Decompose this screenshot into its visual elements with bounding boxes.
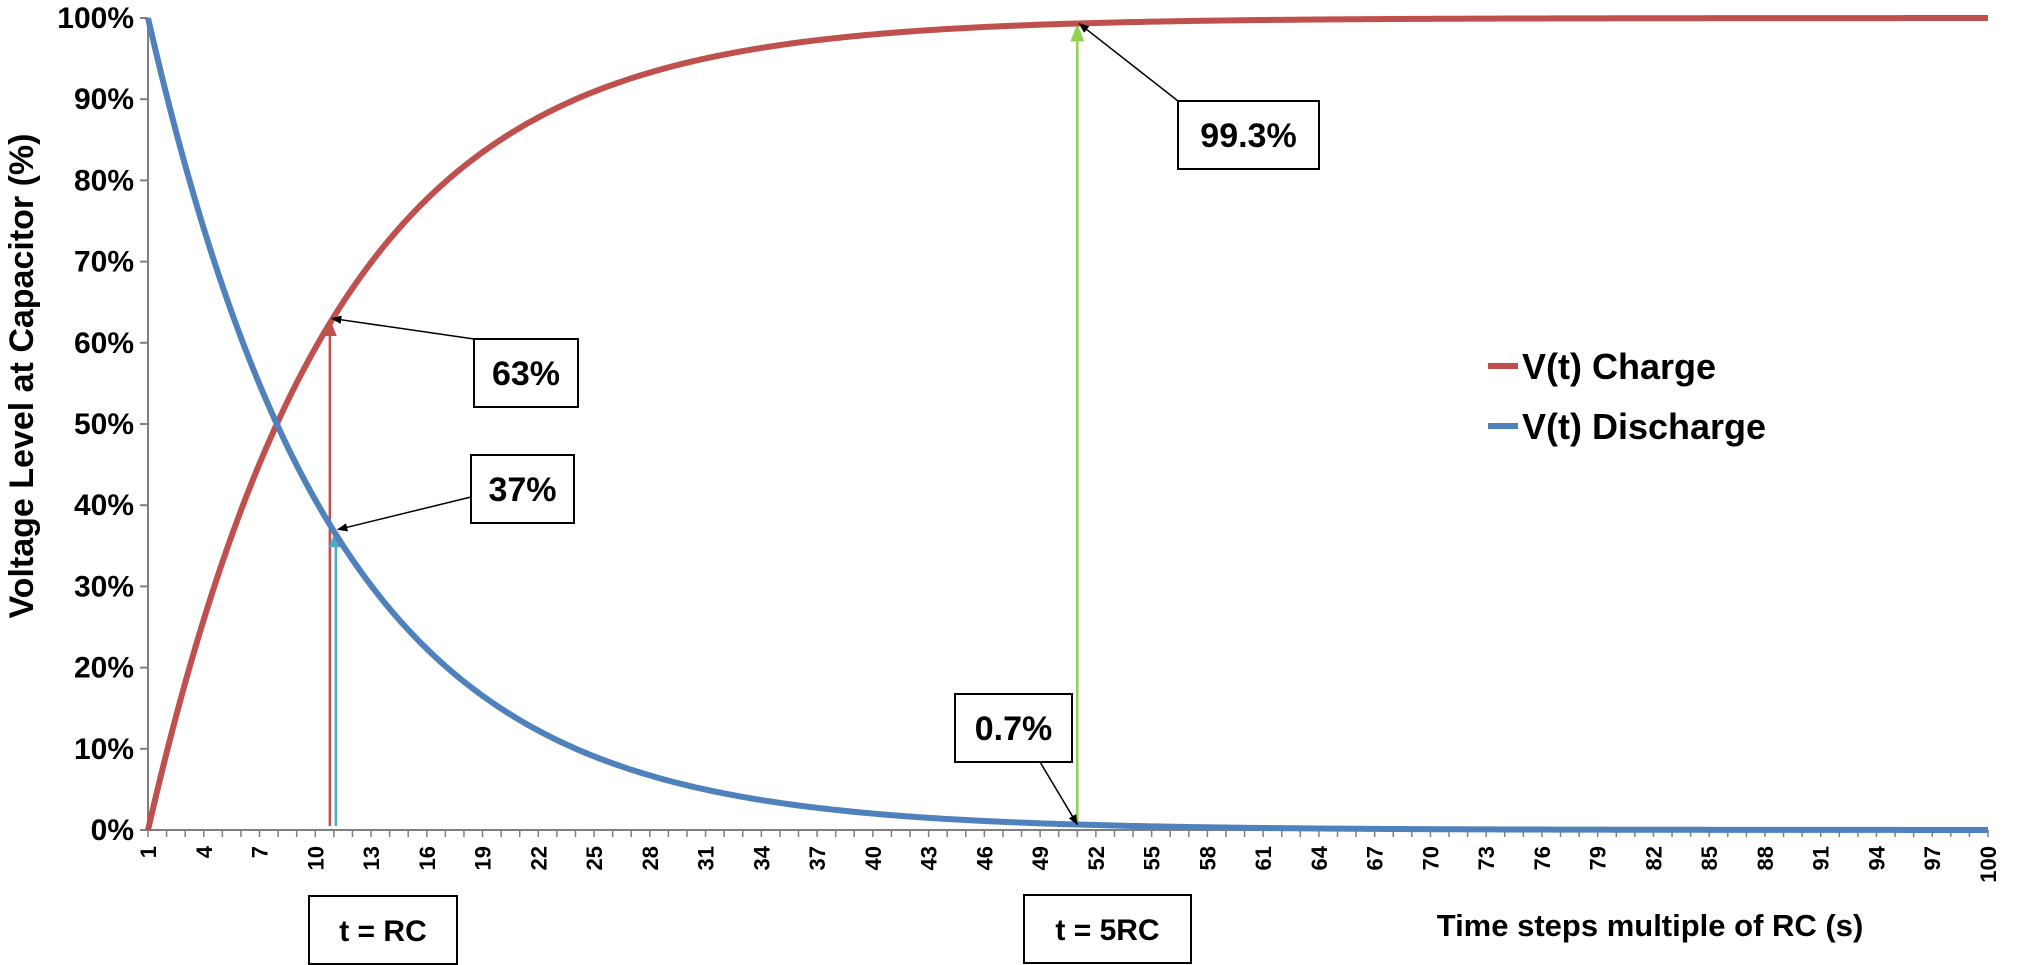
x-tick-label: 49 (1028, 846, 1053, 870)
legend: V(t) Charge V(t) Discharge (1488, 346, 1766, 447)
y-axis-title: Voltage Level at Capacitor (%) (3, 134, 41, 619)
x-tick-label: 55 (1140, 846, 1165, 870)
x-tick-label: 70 (1418, 846, 1443, 870)
callout-leader (336, 496, 472, 532)
time-box-label: t = 5RC (1055, 914, 1159, 947)
x-axis-ticks: 1 4 7 10 13 16 19 22 25 28 31 34 37 40 43 46 49 52 55 58 61 6… (136, 830, 2001, 883)
series-line-discharge (145, 17, 1988, 833)
y-tick-label: 0% (91, 814, 134, 847)
x-tick-label: 28 (638, 846, 663, 870)
x-tick-label: 22 (526, 846, 551, 870)
time-constant-boxes: t = RC t = 5RC (308, 894, 1192, 965)
y-tick-label: 70% (74, 246, 134, 279)
callout-37-percent: 37% (336, 454, 575, 532)
annotation-arrows (322, 23, 1085, 826)
callout-label: 63% (492, 355, 560, 393)
callout-box (470, 454, 575, 524)
x-tick-label: 94 (1864, 845, 1889, 870)
x-tick-label: 40 (861, 846, 886, 870)
x-tick-label: 37 (805, 846, 830, 870)
callout-63-percent: 63% (330, 315, 579, 408)
box-t-5rc: t = 5RC (1023, 894, 1192, 964)
x-tick-label: 1 (136, 846, 161, 858)
x-tick-label: 25 (582, 846, 607, 870)
x-tick-label: 79 (1586, 846, 1611, 870)
callout-99-3-percent: 99.3% (1078, 23, 1320, 170)
x-tick-label: 31 (694, 846, 719, 870)
legend-label: V(t) Discharge (1522, 406, 1766, 447)
x-tick-label: 82 (1641, 846, 1666, 870)
x-tick-label: 34 (749, 845, 774, 870)
y-tick-label: 80% (74, 164, 134, 197)
x-tick-label: 10 (303, 846, 328, 870)
x-axis-title: Time steps multiple of RC (s) (1437, 908, 1864, 943)
y-tick-label: 30% (74, 570, 134, 603)
callout-box (954, 693, 1073, 763)
x-tick-label: 58 (1195, 846, 1220, 870)
x-tick-label: 46 (972, 846, 997, 870)
legend-item-discharge: V(t) Discharge (1488, 406, 1766, 447)
y-tick-label: 100% (57, 2, 134, 35)
x-tick-label: 4 (192, 845, 217, 858)
x-tick-label: 100 (1976, 846, 2001, 883)
callout-leader (1039, 761, 1078, 826)
series-lines (145, 15, 1988, 833)
y-tick-label: 60% (74, 327, 134, 360)
y-tick-label: 90% (74, 83, 134, 116)
x-tick-label: 85 (1697, 846, 1722, 870)
x-tick-label: 91 (1809, 846, 1834, 870)
y-axis-ticks: 0% 10% 20% 30% 40% 50% 60% 70% 80% 90% 100% (57, 2, 148, 847)
x-tick-label: 13 (359, 846, 384, 870)
callout-box (1177, 100, 1320, 170)
x-tick-label: 61 (1251, 846, 1276, 870)
callout-leader (330, 315, 475, 340)
legend-label: V(t) Charge (1522, 346, 1716, 387)
time-box (308, 895, 458, 965)
callout-label: 37% (488, 471, 556, 509)
x-tick-label: 7 (248, 846, 273, 858)
callout-leader (1078, 23, 1179, 102)
y-tick-label: 10% (74, 733, 134, 766)
x-tick-label: 52 (1084, 846, 1109, 870)
box-t-rc: t = RC (308, 895, 458, 965)
x-tick-label: 64 (1307, 845, 1332, 870)
x-tick-label: 97 (1920, 846, 1945, 870)
legend-item-charge: V(t) Charge (1488, 346, 1716, 387)
x-tick-label: 67 (1363, 846, 1388, 870)
time-box (1023, 894, 1192, 964)
y-tick-label: 40% (74, 489, 134, 522)
x-tick-label: 19 (471, 846, 496, 870)
x-tick-label: 73 (1474, 846, 1499, 870)
callout-label: 99.3% (1200, 117, 1296, 155)
series-line-charge (145, 15, 1988, 831)
x-tick-label: 76 (1530, 846, 1555, 870)
y-tick-label: 50% (74, 408, 134, 441)
callout-0-7-percent: 0.7% (954, 693, 1078, 826)
x-tick-label: 16 (415, 846, 440, 870)
annotation-callouts: 63% 37% 99.3% 0.7% (330, 23, 1320, 826)
callout-label: 0.7% (975, 710, 1053, 748)
time-box-label: t = RC (339, 915, 427, 948)
x-tick-label: 88 (1753, 846, 1778, 870)
y-tick-label: 20% (74, 652, 134, 685)
x-tick-label: 43 (917, 846, 942, 870)
callout-box (473, 338, 579, 408)
